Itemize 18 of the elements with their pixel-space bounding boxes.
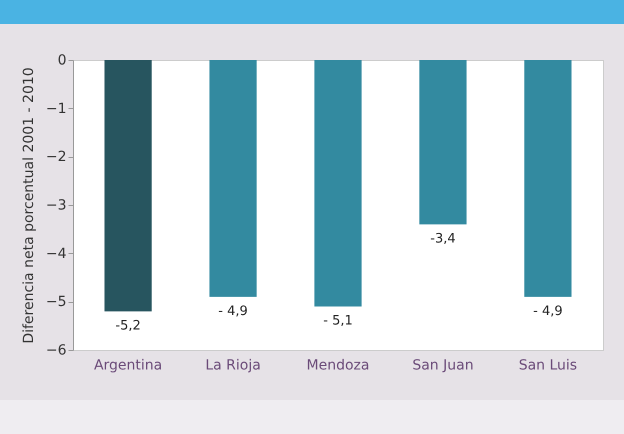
y-tick-label: −5 [46,294,66,310]
x-tick-label: San Juan [412,358,474,374]
y-axis-title: Diferencia neta porcentual 2001 - 2010 [20,67,37,344]
x-tick-label: San Luis [518,358,578,374]
x-tick-label: Mendoza [306,358,370,374]
y-tick-label: −6 [46,342,67,358]
y-tick-label: −1 [46,100,66,117]
data-label: - 4,9 [218,304,248,319]
y-tick-label: −2 [46,149,66,166]
y-tick-label: 0 [58,52,66,68]
y-tick-label: −4 [46,246,67,262]
y-tick-label: −3 [46,198,66,214]
x-tick-label: La Rioja [205,358,261,374]
data-label: - 5,1 [323,314,353,328]
data-label: -3,4 [430,231,456,246]
data-label: - 4,9 [533,304,563,319]
data-label: -5,2 [115,318,141,334]
x-tick-label: Argentina [94,358,162,374]
